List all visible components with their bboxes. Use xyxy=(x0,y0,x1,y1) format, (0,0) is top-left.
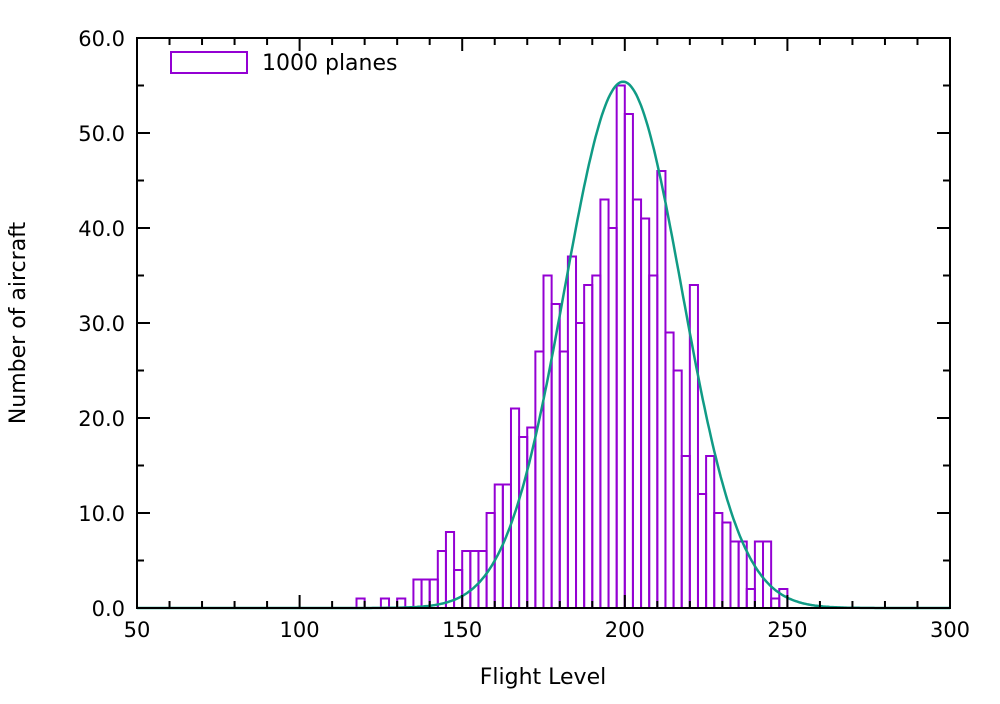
histogram-bar xyxy=(575,322,586,609)
histogram-bar xyxy=(509,407,521,609)
x-tick-label: 300 xyxy=(930,618,970,642)
histogram-bar xyxy=(461,550,472,609)
histogram-bar xyxy=(672,369,683,609)
histogram-bar xyxy=(469,550,480,609)
axis-tick-labels-layer: 50 100 150 200 250 300 0.0 10.0 20.0 30.0 40.0 50.0… xyxy=(78,27,970,642)
histogram-bar xyxy=(444,531,456,609)
legend-label: 1000 planes xyxy=(262,51,397,76)
histogram-bar xyxy=(664,331,675,609)
histogram-bar xyxy=(640,217,651,609)
histogram-bar xyxy=(436,550,447,609)
x-tick-label: 200 xyxy=(605,618,645,642)
histogram-bar xyxy=(705,455,716,609)
histogram-bar xyxy=(680,455,691,609)
histogram-bar xyxy=(355,597,366,609)
histogram-bar xyxy=(648,274,659,609)
x-axis-title: Flight Level xyxy=(480,665,606,690)
histogram-bar xyxy=(713,512,724,609)
y-tick-label: 60.0 xyxy=(78,27,125,51)
histogram-bar xyxy=(412,578,423,609)
histogram-bar xyxy=(762,540,773,609)
y-axis-title: Number of aircraft xyxy=(6,221,31,424)
histogram-bar xyxy=(607,227,618,609)
histogram-bar xyxy=(615,84,626,609)
histogram-bars-layer xyxy=(355,84,789,609)
plot-border xyxy=(136,37,951,609)
y-tick-label: 20.0 xyxy=(78,407,125,431)
y-tick-label: 40.0 xyxy=(78,217,125,241)
legend: 1000 planes xyxy=(170,51,397,76)
x-tick-label: 100 xyxy=(280,618,320,642)
histogram-bar xyxy=(770,597,781,609)
histogram-bar xyxy=(558,350,569,609)
histogram-bar xyxy=(631,198,643,609)
histogram-bar xyxy=(501,483,512,609)
histogram-bar xyxy=(420,578,431,609)
histogram-bar xyxy=(623,113,634,609)
histogram-bar xyxy=(656,170,667,609)
histogram-bar xyxy=(696,493,708,609)
histogram-bar xyxy=(591,274,602,609)
histogram-bar xyxy=(583,284,594,609)
histogram-bar xyxy=(729,540,740,609)
histogram-bar xyxy=(566,255,578,609)
legend-histogram-swatch xyxy=(170,51,248,74)
y-tick-label: 0.0 xyxy=(92,597,125,621)
histogram-bar xyxy=(534,350,545,609)
histogram-bar xyxy=(778,588,789,609)
histogram-bar xyxy=(518,436,529,609)
y-tick-label: 50.0 xyxy=(78,122,125,146)
histogram-bar xyxy=(599,198,610,609)
y-tick-label: 30.0 xyxy=(78,312,125,336)
histogram-bar xyxy=(453,569,464,609)
y-tick-label: 10.0 xyxy=(78,502,125,526)
histogram-bar xyxy=(542,274,553,609)
x-tick-label: 150 xyxy=(442,618,482,642)
x-tick-label: 50 xyxy=(124,618,151,642)
histogram-bar xyxy=(721,521,732,609)
x-tick-label: 250 xyxy=(767,618,807,642)
histogram-bar xyxy=(745,588,756,609)
